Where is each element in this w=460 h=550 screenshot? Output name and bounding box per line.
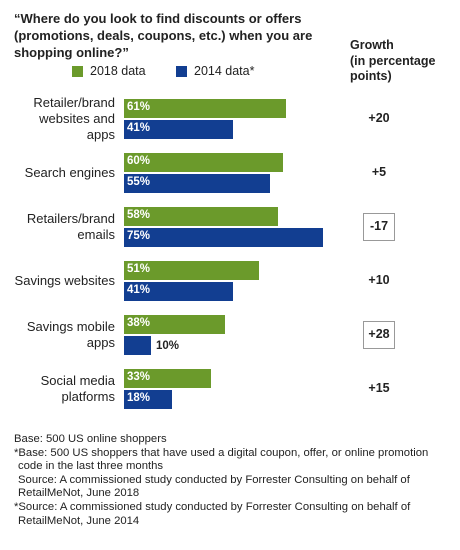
growth-value: +28 [368,327,390,341]
bar-2014: 75% [124,228,323,247]
growth-value: -17 [369,219,389,233]
category-label-line: Savings websites [14,273,115,288]
bar-2014: 41% [124,120,233,139]
category-label: Savings websites [0,273,115,289]
bar-2014: 41% [124,282,233,301]
footnote-line: RetailMeNot, June 2018 [18,487,140,500]
growth-header: Growth (in percentage points) [350,38,435,85]
bar-2018: 60% [124,153,283,172]
legend-label-2014: 2014 data* [194,64,255,78]
category-label: Retailers/brand emails [0,211,115,243]
data-label: 55% [127,176,151,188]
growth-header-line: (in percentage [350,53,436,68]
footnote-line: Base: 500 US online shoppers [14,433,167,445]
data-label: 61% [127,101,151,113]
category-label-line: websites and [39,111,115,126]
category-label: Retailer/brand websites and apps [0,95,115,143]
category-label-line: emails [77,227,115,242]
data-label: 38% [127,317,151,329]
category-label-line: apps [86,127,115,142]
bar-2018: 38% [124,315,225,334]
category-label-line: Social media [40,373,115,388]
data-label: 41% [127,122,151,134]
legend-swatch-2014 [176,65,187,77]
category-label-line: Search engines [24,165,115,180]
footnotes: Base: 500 US online shoppers *Base: 500 … [14,433,444,528]
growth-box [363,213,395,241]
data-label: 33% [127,371,151,383]
data-label: 41% [127,284,151,296]
growth-value: +20 [368,111,390,125]
footnote-line: *Base: 500 US shoppers that have used a … [14,446,429,459]
data-label: 51% [127,263,151,275]
growth-value: +10 [368,273,390,287]
bar-2018: 33% [124,369,211,388]
bar-2014: 55% [124,174,270,193]
category-label-line: Retailer/brand [33,95,115,110]
data-label: 10% [156,340,180,352]
bar-2018: 61% [124,99,286,118]
growth-header-line: points) [350,69,392,83]
category-label: Social media platforms [0,373,115,405]
bar-2018: 58% [124,207,278,226]
footnote-line: *Source: A commissioned study conducted … [14,500,411,513]
category-label-line: platforms [61,389,115,404]
footnote-line: RetailMeNot, June 2014 [18,514,140,527]
footnote-line: code in the last three months [18,460,164,473]
data-label: 60% [127,155,151,167]
bar-2014 [124,336,151,355]
legend-item-2014: 2014 data* [176,64,254,78]
growth-value: +5 [371,165,387,179]
category-label-line: Savings mobile [26,319,115,334]
data-label: 18% [127,392,151,404]
bar-2018: 51% [124,261,259,280]
category-label: Savings mobile apps [0,319,115,351]
data-label: 58% [127,209,151,221]
category-label: Search engines [0,165,115,181]
growth-box [363,321,395,349]
footnote-line: Source: A commissioned study conducted b… [18,473,410,486]
bar-2014: 18% [124,390,172,409]
growth-header-line: Growth [350,38,394,52]
data-label: 75% [127,230,151,242]
growth-value: +15 [368,381,390,395]
legend-swatch-2018 [72,65,83,77]
legend-label-2018: 2018 data [90,64,146,78]
category-label-line: apps [86,335,115,350]
chart-title: “Where do you look to find discounts or … [14,11,313,60]
category-label-line: Retailers/brand [26,211,115,226]
legend-item-2018: 2018 data [72,64,146,78]
